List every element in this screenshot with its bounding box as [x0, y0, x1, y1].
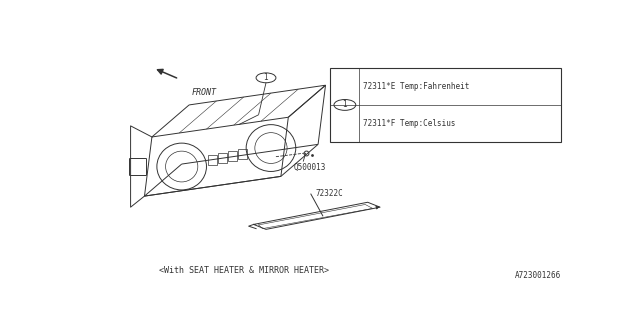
Text: 72322C: 72322C — [316, 189, 343, 198]
Bar — [228, 151, 237, 161]
Bar — [218, 153, 227, 163]
Bar — [209, 156, 218, 165]
Text: Q500013: Q500013 — [293, 163, 326, 172]
Text: 1: 1 — [264, 73, 268, 82]
Text: FRONT: FRONT — [191, 88, 216, 97]
Text: 72311*E Temp:Fahrenheit: 72311*E Temp:Fahrenheit — [364, 82, 470, 91]
Bar — [238, 149, 247, 159]
Text: <With SEAT HEATER & MIRROR HEATER>: <With SEAT HEATER & MIRROR HEATER> — [159, 266, 329, 275]
Text: 72311*F Temp:Celsius: 72311*F Temp:Celsius — [364, 119, 456, 128]
Bar — [330, 68, 561, 142]
Text: A723001266: A723001266 — [515, 271, 561, 280]
Text: 1: 1 — [342, 100, 348, 109]
